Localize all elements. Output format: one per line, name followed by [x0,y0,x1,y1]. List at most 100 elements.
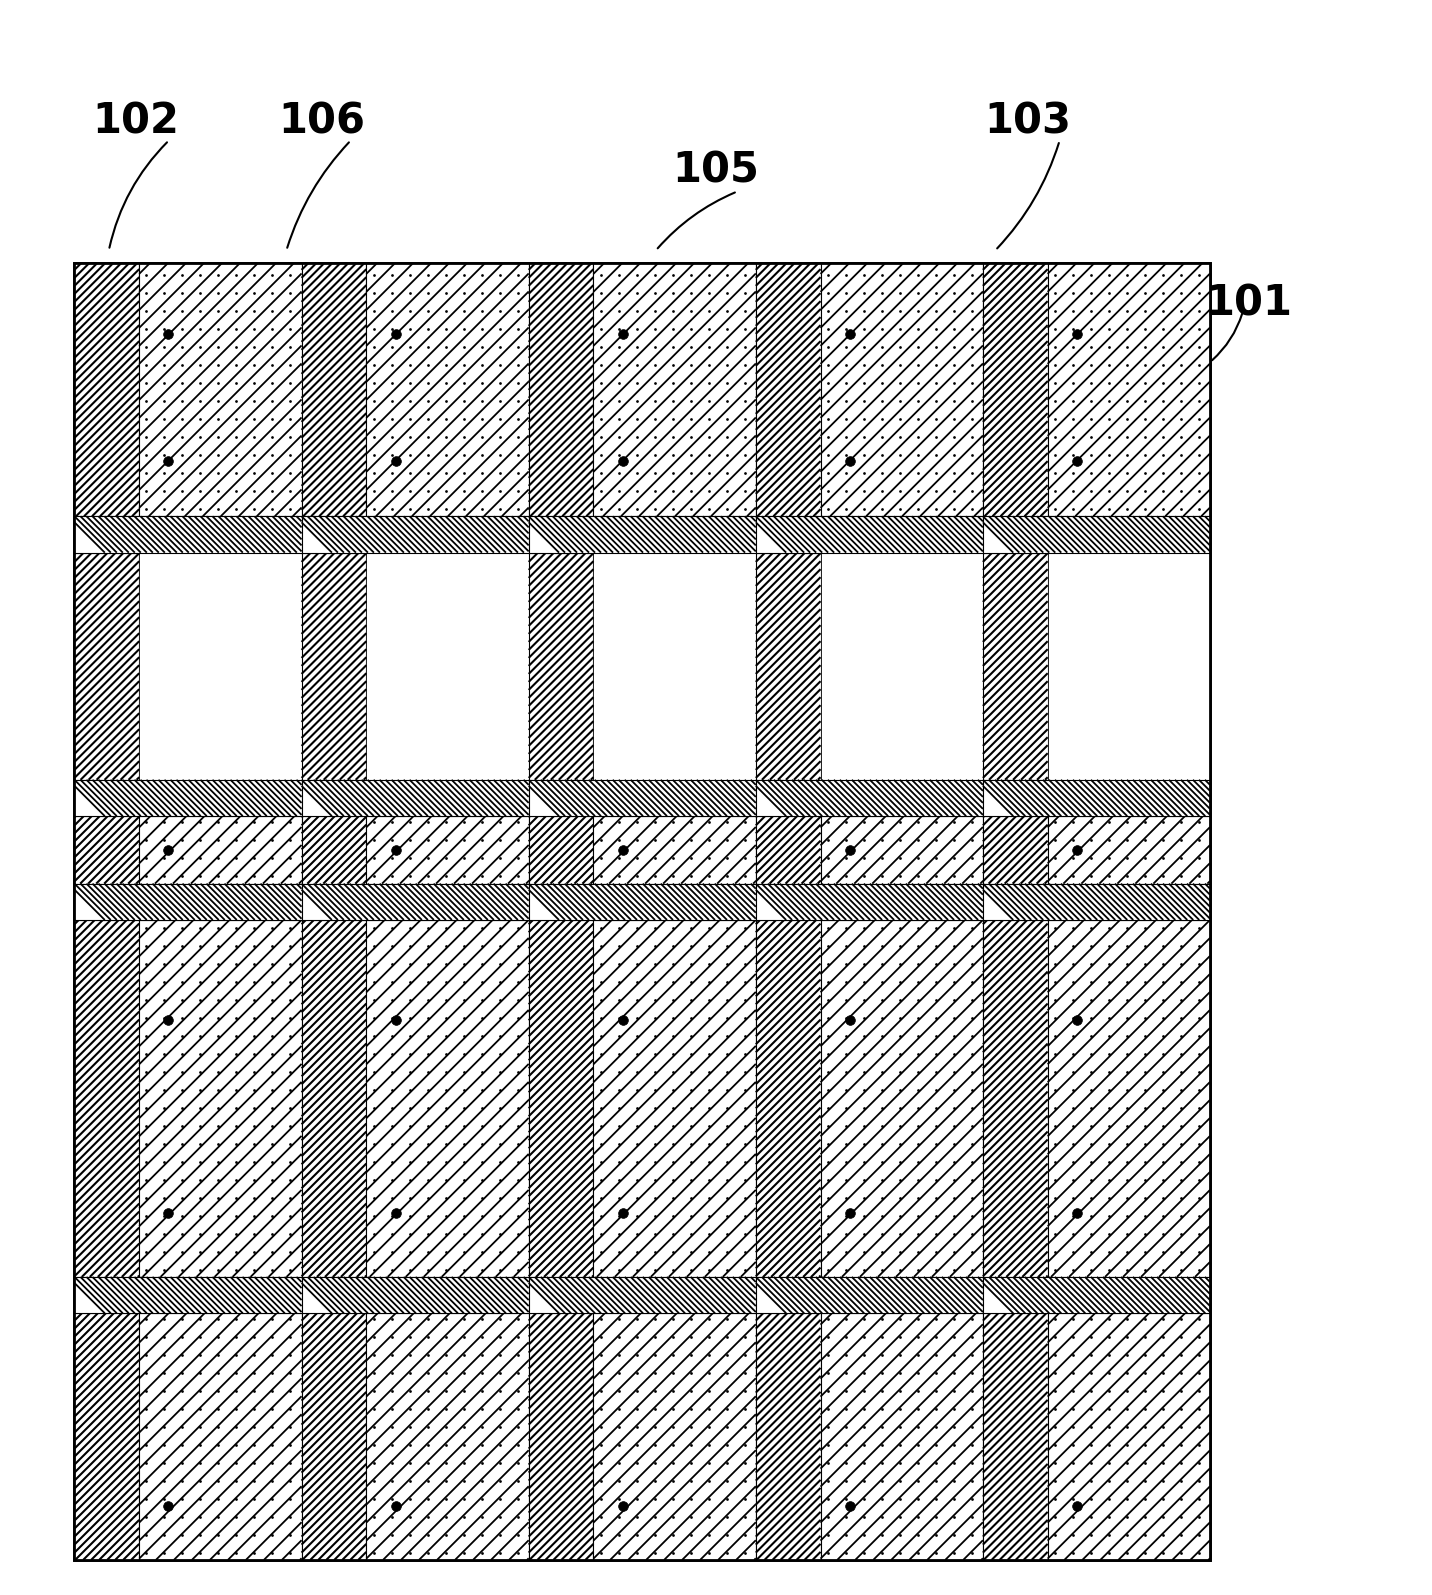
Point [1024,1215,1047,1241]
Point [453,1413,475,1439]
Point [1097,478,1120,504]
Point [1044,933,1067,959]
Point [520,281,543,306]
Point [1133,496,1156,522]
Point [1169,1035,1191,1061]
Point [898,983,921,1008]
Point [574,1306,597,1332]
Point [808,1378,831,1404]
Point [178,1089,200,1115]
Point [417,1005,440,1030]
Point [470,1378,493,1404]
Point [135,370,158,396]
Point [470,1148,493,1174]
Point [961,1077,984,1102]
Point [189,1413,212,1439]
Point [70,946,93,971]
Point [142,1361,165,1386]
Point [826,459,849,485]
Point [170,1467,193,1493]
Point [697,987,720,1013]
Point [1097,731,1120,756]
Point [398,298,421,324]
Point [808,1072,831,1097]
Point [505,1005,528,1030]
Point [377,1467,400,1493]
Point [835,281,858,306]
Point [503,983,526,1008]
Point [1116,1096,1138,1121]
Point [593,352,616,378]
Point [1186,1215,1209,1241]
Point [160,496,183,522]
Point [268,1396,291,1421]
Point [626,1131,649,1156]
Point [1042,1539,1065,1565]
Point [448,1161,471,1187]
Point [679,1148,702,1174]
Point [232,424,255,450]
Point [279,407,302,432]
Point [484,352,507,378]
Point [394,1432,417,1458]
Point [1133,262,1156,287]
Point [736,1287,759,1313]
Point [1150,1396,1173,1421]
Point [593,857,616,882]
Point [610,640,633,665]
Bar [982,517,1210,552]
Point [448,1198,471,1223]
Point [629,407,652,432]
Point [1150,1341,1173,1367]
Point [430,1252,453,1278]
Point [934,837,957,863]
Point [286,1539,309,1565]
Point [1061,388,1084,413]
Point [1097,407,1120,432]
Point [556,640,579,665]
Point [1186,1504,1209,1530]
Point [232,1361,255,1386]
Point [1133,316,1156,341]
Point [871,298,894,324]
Point [1187,1131,1210,1156]
Point [952,1361,975,1386]
Point [1007,983,1030,1008]
Point [556,928,579,954]
Point [1133,442,1156,467]
Point [574,857,597,882]
Point [1150,1504,1173,1530]
Point [1114,1432,1137,1458]
Point [664,1235,687,1260]
Point [170,1042,193,1067]
Point [1169,1089,1191,1115]
Point [700,568,723,593]
Point [268,605,291,630]
Point [1169,1109,1191,1134]
Point [430,911,453,936]
Point [341,1126,364,1152]
Point [643,1203,666,1228]
Point [341,766,364,791]
Point [845,1450,868,1475]
Point [503,622,526,648]
Point [1080,1042,1103,1067]
Point [643,828,666,853]
Point [484,1396,507,1421]
Point [952,911,975,936]
Point [924,1042,947,1067]
Point [556,1215,579,1241]
Point [170,863,193,888]
Point [682,1450,705,1475]
Point [1114,533,1137,558]
Point [503,1287,526,1313]
Point [755,1235,778,1260]
Point [1133,1222,1156,1247]
Point [871,1324,894,1349]
Point [961,407,984,432]
Point [279,1396,302,1421]
Point [1151,1005,1174,1030]
Point [1150,550,1173,576]
Point [934,892,957,917]
Point [453,1022,475,1048]
